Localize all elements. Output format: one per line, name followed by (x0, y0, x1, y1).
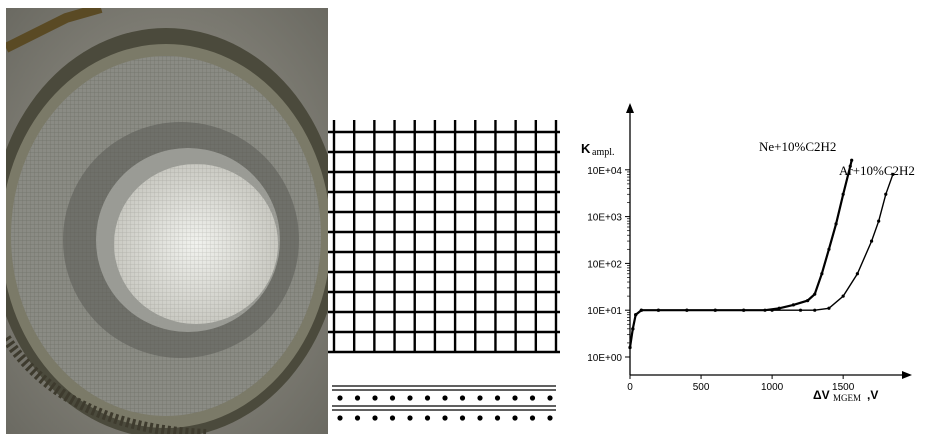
y-tick-label: 10E+04 (587, 166, 622, 177)
x-tick-label: 1500 (832, 382, 855, 393)
mesh-side-dot (372, 415, 378, 421)
data-point (806, 299, 810, 303)
data-point (656, 308, 661, 312)
mesh-side-dot (512, 395, 518, 401)
mesh-side-dot (407, 395, 413, 401)
data-point (791, 303, 796, 307)
data-point (713, 308, 717, 312)
mesh-side-dot (354, 395, 361, 401)
data-point (827, 306, 831, 310)
data-point (820, 272, 824, 276)
y-axis-label-sub: ampl. (592, 147, 615, 158)
mesh-side-dot (512, 415, 518, 421)
series-label-ar: Ar+10%C2H2 (839, 163, 915, 178)
data-point (869, 239, 874, 243)
y-tick-label: 10E+01 (587, 306, 622, 317)
series-line (628, 159, 853, 348)
y-tick-label: 10E+02 (587, 259, 622, 270)
mesh-side-dot (337, 415, 343, 421)
data-point (685, 308, 689, 312)
y-axis-label: K (581, 141, 591, 156)
mesh-side-dot (442, 395, 448, 401)
gain-chart: 10E+00 10E+01 10E+02 10E+03 10E+04 0 500 1000 1… (575, 95, 920, 415)
data-point (813, 292, 817, 296)
mesh-side-dot (389, 395, 396, 401)
mesh-side-view (332, 385, 556, 421)
mesh-side-dot (459, 395, 466, 401)
mesh-side-dot (477, 415, 483, 421)
x-axis-label-suffix: ,V (867, 388, 878, 402)
data-point (798, 308, 803, 312)
mesh-electrode-photo (6, 8, 328, 434)
data-point (813, 308, 817, 312)
mesh-schematic-drawing (328, 120, 560, 421)
mesh-side-dot (372, 395, 378, 401)
mesh-side-dot (459, 415, 466, 421)
mesh-side-dot (424, 395, 431, 401)
data-point (628, 345, 632, 350)
data-point (848, 164, 852, 168)
y-tick-label: 10E+00 (587, 353, 622, 364)
data-point (634, 313, 638, 317)
gain-chart-svg: 10E+00 10E+01 10E+02 10E+03 10E+04 0 500 1000 1… (581, 103, 915, 403)
mesh-side-dot (529, 415, 536, 421)
mesh-side-dot (337, 395, 343, 401)
x-axis-arrow (902, 371, 912, 379)
mesh-side-dot (529, 395, 536, 401)
mesh-side-dot (477, 395, 483, 401)
mesh-side-dot (407, 415, 413, 421)
x-tick-label: 500 (693, 382, 710, 393)
mesh-side-dot (494, 415, 501, 421)
data-point (631, 327, 635, 331)
data-point (834, 222, 838, 226)
x-tick-label: 0 (627, 382, 633, 393)
data-point (742, 308, 746, 312)
data-point (891, 172, 895, 176)
mesh-photo-drawing (6, 8, 328, 434)
mesh-side-dot (389, 415, 396, 421)
mesh-side-dot (547, 395, 553, 401)
x-axis-label-sub: MGEM (833, 393, 861, 403)
data-point (855, 272, 859, 276)
mesh-side-dot (424, 415, 431, 421)
mesh-side-dot (494, 395, 501, 401)
series-label-ne: Ne+10%C2H2 (759, 139, 836, 154)
data-point (841, 192, 845, 196)
mesh-side-dot (547, 415, 553, 421)
data-point (770, 308, 774, 312)
data-point (850, 158, 854, 162)
mesh-side-dot (354, 415, 361, 421)
x-axis-label: ΔV (813, 388, 830, 402)
data-point (777, 306, 781, 310)
mesh-schematic (328, 120, 560, 428)
mesh-side-dot (442, 415, 448, 421)
data-point (639, 308, 643, 312)
data-point (841, 294, 845, 298)
series-line (629, 174, 894, 348)
data-point (827, 247, 831, 251)
x-tick-label: 1000 (761, 382, 784, 393)
y-axis-arrow (626, 103, 634, 113)
data-point (884, 192, 888, 196)
y-tick-label: 10E+03 (587, 213, 622, 224)
data-point (877, 219, 881, 223)
